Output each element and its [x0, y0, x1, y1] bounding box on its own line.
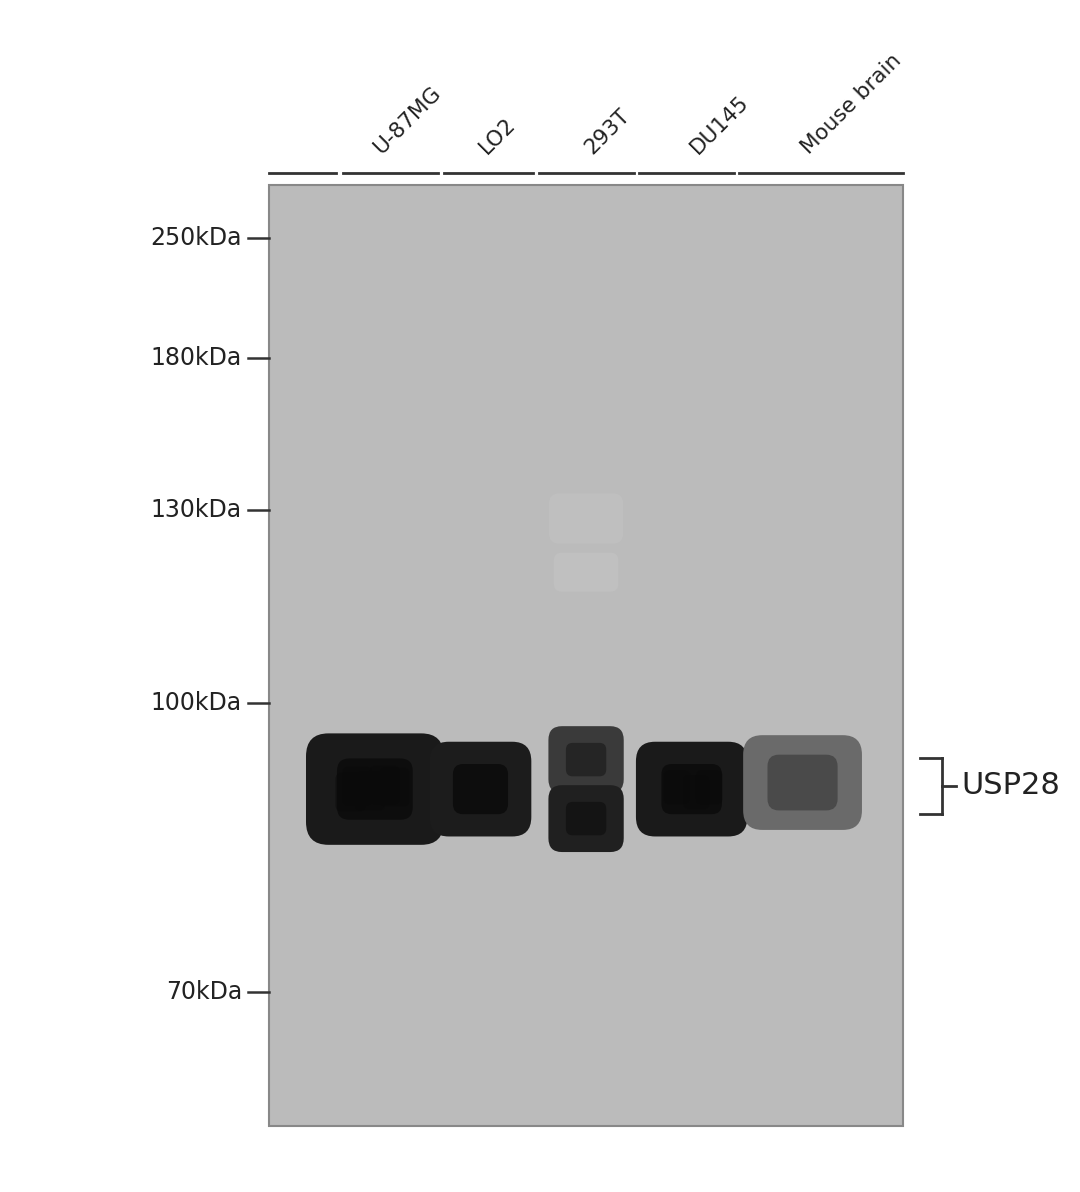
- FancyBboxPatch shape: [336, 772, 365, 812]
- FancyBboxPatch shape: [664, 770, 690, 805]
- FancyBboxPatch shape: [549, 493, 623, 544]
- FancyBboxPatch shape: [566, 743, 606, 776]
- Text: Mouse brain: Mouse brain: [798, 50, 905, 157]
- FancyBboxPatch shape: [696, 770, 723, 805]
- Text: 100kDa: 100kDa: [151, 691, 242, 715]
- Text: 130kDa: 130kDa: [151, 498, 242, 522]
- Text: U-87MG: U-87MG: [370, 83, 445, 157]
- Text: 293T: 293T: [581, 105, 634, 157]
- FancyBboxPatch shape: [549, 786, 624, 852]
- Bar: [269, 185, 903, 1126]
- FancyBboxPatch shape: [342, 766, 373, 806]
- FancyBboxPatch shape: [566, 802, 606, 836]
- FancyBboxPatch shape: [768, 755, 838, 811]
- FancyBboxPatch shape: [430, 741, 531, 837]
- FancyBboxPatch shape: [636, 741, 747, 837]
- FancyBboxPatch shape: [684, 775, 710, 809]
- FancyBboxPatch shape: [379, 768, 409, 807]
- Text: LO2: LO2: [475, 114, 519, 157]
- Text: DU145: DU145: [687, 92, 753, 157]
- Text: 180kDa: 180kDa: [150, 346, 242, 370]
- FancyBboxPatch shape: [554, 553, 619, 591]
- Text: USP28: USP28: [961, 771, 1061, 800]
- FancyBboxPatch shape: [743, 735, 862, 830]
- FancyBboxPatch shape: [549, 726, 624, 793]
- Text: 70kDa: 70kDa: [165, 980, 242, 1004]
- FancyBboxPatch shape: [661, 764, 721, 814]
- FancyBboxPatch shape: [453, 764, 508, 814]
- FancyBboxPatch shape: [306, 733, 444, 845]
- FancyBboxPatch shape: [369, 765, 400, 805]
- Text: 250kDa: 250kDa: [150, 226, 242, 250]
- FancyBboxPatch shape: [355, 771, 384, 811]
- FancyBboxPatch shape: [337, 758, 413, 820]
